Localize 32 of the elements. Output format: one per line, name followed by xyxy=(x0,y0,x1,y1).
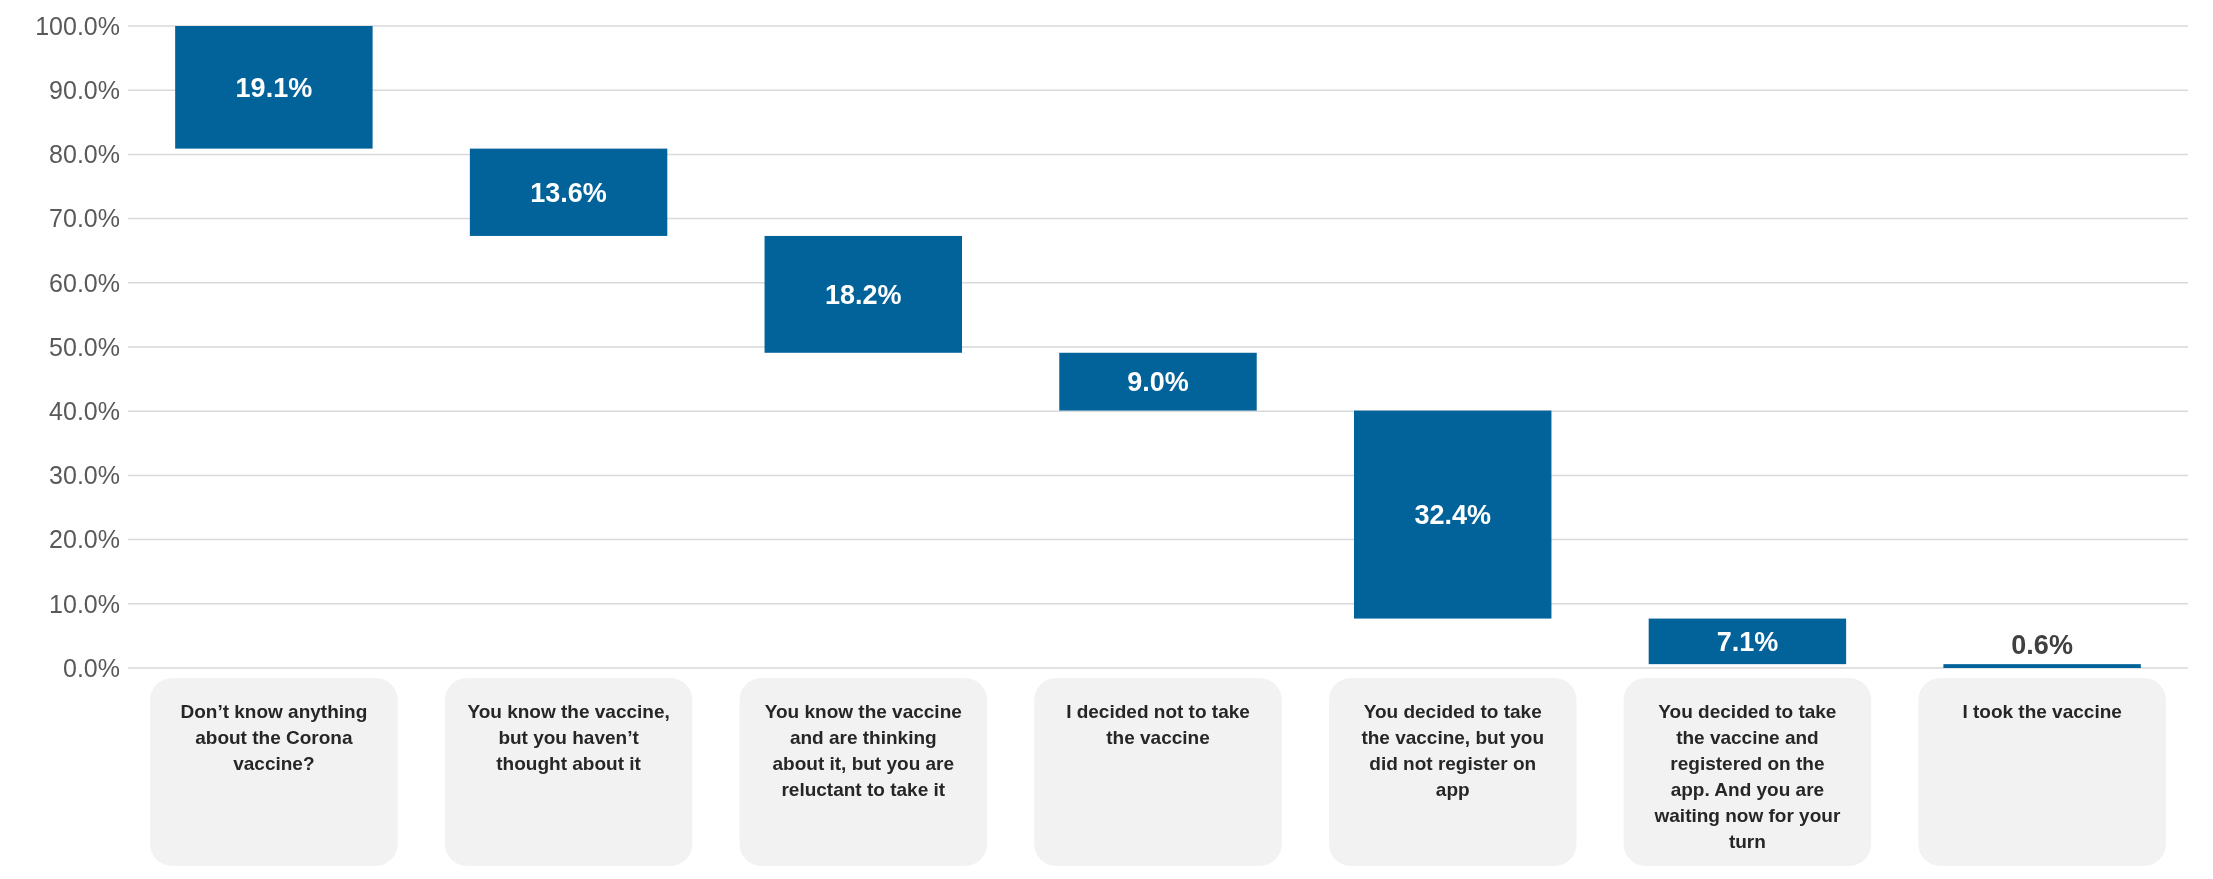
data-label: 19.1% xyxy=(235,72,313,103)
bar xyxy=(1353,410,1552,619)
data-label: 9.0% xyxy=(1127,367,1189,398)
data-label: 18.2% xyxy=(825,279,902,310)
x-tick-label: Don’t know anything about the Corona vaccine? xyxy=(180,701,368,774)
y-tick-label: 100.0% xyxy=(35,11,120,40)
data-label: 0.6% xyxy=(2011,630,2073,661)
y-tick-label: 30.0% xyxy=(49,461,120,490)
y-tick-label: 90.0% xyxy=(49,75,120,104)
y-tick-label: 50.0% xyxy=(49,332,120,361)
y-tick-label: 10.0% xyxy=(49,589,120,618)
x-tick-label: I took the vaccine xyxy=(1962,701,2122,722)
y-tick-label: 60.0% xyxy=(49,268,120,297)
x-tick-label: You know the vaccine and are thinking about it, but you are reluctant to take it xyxy=(764,701,962,800)
y-tick-label: 80.0% xyxy=(49,140,120,169)
data-label: 32.4% xyxy=(1414,500,1491,531)
bar xyxy=(1059,352,1257,411)
y-tick-label: 0.0% xyxy=(63,653,120,682)
x-tick-label: You decided to take the vaccine, but you did not register on app xyxy=(1361,701,1545,800)
bar xyxy=(469,148,668,236)
bar xyxy=(1648,618,1847,665)
y-tick-label: 20.0% xyxy=(49,525,120,554)
y-tick-label: 40.0% xyxy=(49,396,120,425)
data-label: 13.6% xyxy=(530,177,607,208)
x-tick-label: I decided not to take the vaccine xyxy=(1066,701,1250,748)
x-tick-label: You decided to take the vaccine and registered on the app. And you are waiting now for your turn xyxy=(1653,701,1841,852)
x-tick-label: You know the vaccine, but you haven’t thought about it xyxy=(467,701,670,774)
y-tick-label: 70.0% xyxy=(49,204,120,233)
data-label: 7.1% xyxy=(1716,626,1779,657)
bar xyxy=(175,26,373,149)
bar xyxy=(1943,664,2141,668)
bar xyxy=(764,235,963,353)
